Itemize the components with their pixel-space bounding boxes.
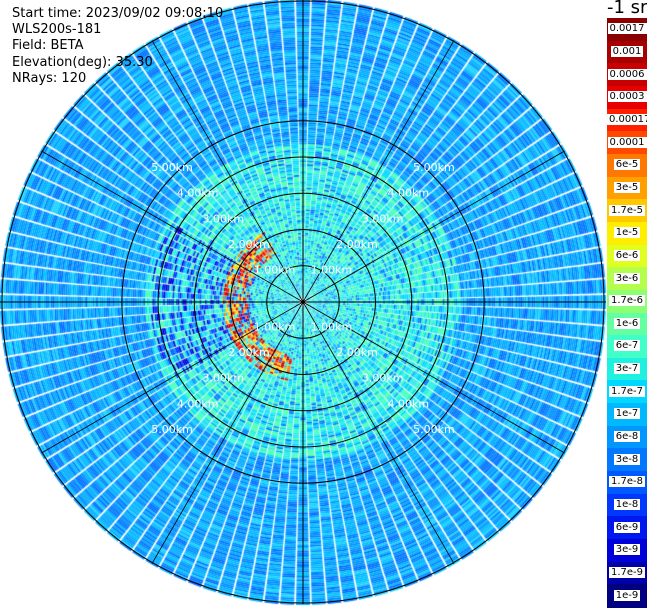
range-ring-label: 2.00km	[336, 346, 378, 359]
range-ring-label: 5.00km	[151, 161, 193, 174]
range-ring-label: 3.00km	[203, 212, 245, 225]
range-ring-label: 1.00km	[311, 320, 353, 333]
range-ring-label: 4.00km	[177, 187, 219, 200]
colorbar-tick-label: 1.7e-8	[608, 476, 646, 488]
azimuth-spoke	[41, 301, 304, 454]
colorbar-tick-label: 1e-9	[613, 589, 641, 601]
colorbar-tick-label: 3e-5	[613, 181, 641, 193]
colorbar-tick-label: 1.7e-9	[608, 567, 646, 579]
azimuth-spoke	[302, 301, 565, 454]
colorbar-tick-label: 1.7e-6	[608, 295, 646, 307]
ppi-grid-overlay: 1.00km 1.00km 1.00km 1.00km 2.00km 2.00km 2.00…	[0, 0, 606, 604]
colorbar-tick-label: 3e-8	[613, 453, 641, 465]
colorbar-tick-label: 6e-8	[613, 431, 641, 443]
colorbar-tick-label: 3e-9	[613, 544, 641, 556]
range-ring-label: 1.00km	[311, 264, 353, 277]
colorbar-tick-label: 1e-7	[613, 408, 641, 420]
colorbar-tick-label: 6e-5	[613, 159, 641, 171]
elevation-text: Elevation(deg): 35.30	[12, 54, 153, 70]
colorbar-tick-label: 6e-7	[613, 340, 641, 352]
colorbar-tick-label: 0.00017	[607, 113, 647, 126]
range-ring-label: 3.00km	[362, 372, 404, 385]
colorbar-tick-label: 0.001	[610, 45, 644, 57]
azimuth-spoke	[302, 301, 455, 564]
azimuth-spoke	[151, 301, 304, 564]
range-ring-label: 3.00km	[362, 212, 404, 225]
colorbar-tick-label: 1.7e-5	[608, 204, 646, 216]
colorbar: 0.0017 0.001 0.0006 0.0003 0.00017 0.0001 6e-5…	[607, 18, 647, 608]
colorbar-tick-label: 1e-6	[613, 317, 641, 329]
azimuth-spoke	[302, 40, 455, 303]
azimuth-spoke	[41, 150, 304, 303]
colorbar-tick-label: 0.0003	[607, 91, 647, 103]
range-ring-label: 2.00km	[336, 238, 378, 251]
range-ring-label: 4.00km	[388, 187, 430, 200]
start-time-text: Start time: 2023/09/02 09:08:10	[12, 6, 224, 21]
azimuth-spoke	[302, 150, 565, 303]
colorbar-tick-label: 0.0006	[607, 68, 647, 80]
range-ring-label: 5.00km	[413, 161, 455, 174]
range-ring-label: 1.00km	[254, 264, 296, 277]
nrays-text: NRays: 120	[12, 70, 87, 86]
colorbar-tick-label: 3e-6	[613, 272, 641, 284]
field-text: Field: BETA	[12, 38, 84, 54]
colorbar-tick-label: 1e-8	[613, 499, 641, 511]
colorbar-unit-label: -1 sr	[607, 0, 647, 18]
colorbar-tick-label: 6e-9	[613, 521, 641, 533]
colorbar-tick-label: 0.0017	[607, 23, 647, 35]
colorbar-tick-label: 0.0001	[607, 136, 647, 148]
range-ring-label: 1.00km	[254, 320, 296, 333]
scan-info-block: Start time: 2023/09/02 09:08:10 WLS200s-…	[12, 6, 223, 87]
range-ring-label: 2.00km	[228, 346, 270, 359]
range-ring-label: 4.00km	[388, 397, 430, 410]
range-ring-label: 5.00km	[413, 423, 455, 436]
azimuth-spoke	[151, 40, 304, 303]
range-ring-label: 3.00km	[203, 372, 245, 385]
instrument-text: WLS200s-181	[12, 22, 102, 38]
range-ring-label: 2.00km	[228, 238, 270, 251]
colorbar-tick-label: 1.7e-7	[608, 385, 646, 397]
colorbar-tick-label: 1e-5	[613, 227, 641, 239]
colorbar-tick-label: 6e-6	[613, 249, 641, 261]
colorbar-tick-label: 3e-7	[613, 363, 641, 375]
range-ring-label: 5.00km	[151, 423, 193, 436]
range-ring-label: 4.00km	[177, 397, 219, 410]
